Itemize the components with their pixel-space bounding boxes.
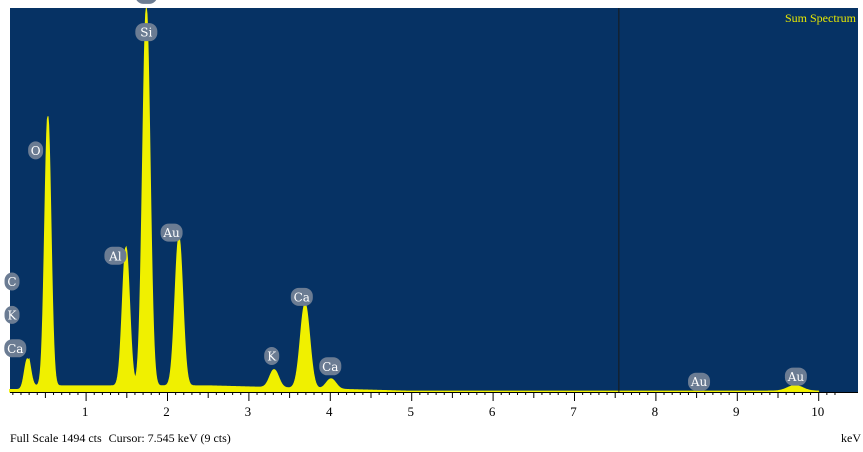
x-axis: 1 2 3 4 5 6 7 8 9 10 <box>10 392 858 419</box>
x-tick-label: 1 <box>82 404 89 419</box>
svg-text:Si: Si <box>140 26 152 40</box>
peak-label: Ca <box>4 339 27 358</box>
svg-text:Ca: Ca <box>294 290 310 304</box>
x-tick-label: 2 <box>163 404 170 419</box>
full-scale-readout: Full Scale 1494 cts <box>10 431 102 445</box>
svg-text:Au: Au <box>137 0 155 2</box>
svg-text:Ca: Ca <box>322 360 338 374</box>
x-tick-label: 9 <box>733 404 740 419</box>
x-tick-label: 3 <box>245 404 252 419</box>
peak-label: O <box>28 141 44 160</box>
peak-label: K <box>4 305 20 324</box>
x-tick-label: 10 <box>811 404 824 419</box>
spectrum-series <box>9 7 820 393</box>
peak-labels: Au Si O C K Ca Al Au K Ca Ca Au Au <box>4 0 807 391</box>
x-tick-label: 4 <box>326 404 333 419</box>
svg-text:K: K <box>8 308 18 322</box>
svg-text:Au: Au <box>690 375 708 389</box>
svg-text:Au: Au <box>162 226 180 240</box>
peak-label: K <box>264 347 280 366</box>
peak-label: Ca <box>290 287 313 306</box>
svg-text:Ca: Ca <box>7 342 23 356</box>
svg-text:C: C <box>7 275 16 289</box>
svg-text:O: O <box>31 144 41 158</box>
peak-label: Au <box>136 0 157 4</box>
peak-label: Si <box>135 23 158 42</box>
status-bar: Full Scale 1494 cts Cursor: 7.545 keV (9… <box>10 431 235 446</box>
spectrum-area <box>9 7 820 393</box>
x-tick-label: 5 <box>407 404 414 419</box>
svg-text:Al: Al <box>108 249 122 263</box>
x-axis-unit: keV <box>841 431 861 445</box>
peak-label: Au <box>688 372 711 391</box>
cursor-readout: Cursor: 7.545 keV (9 cts) <box>108 431 231 445</box>
plot-background <box>10 8 858 392</box>
chart-title: Sum Spectrum <box>785 11 857 25</box>
peak-label: Au <box>160 223 183 242</box>
peak-label: C <box>4 272 20 291</box>
peak-label: Ca <box>319 357 342 376</box>
peak-label: Al <box>104 246 127 265</box>
svg-text:Au: Au <box>787 370 805 384</box>
svg-text:K: K <box>267 350 277 364</box>
x-tick-label: 6 <box>489 404 496 419</box>
peak-label: Au <box>784 367 807 386</box>
x-tick-label: 8 <box>652 404 659 419</box>
x-tick-label: 7 <box>570 404 577 419</box>
